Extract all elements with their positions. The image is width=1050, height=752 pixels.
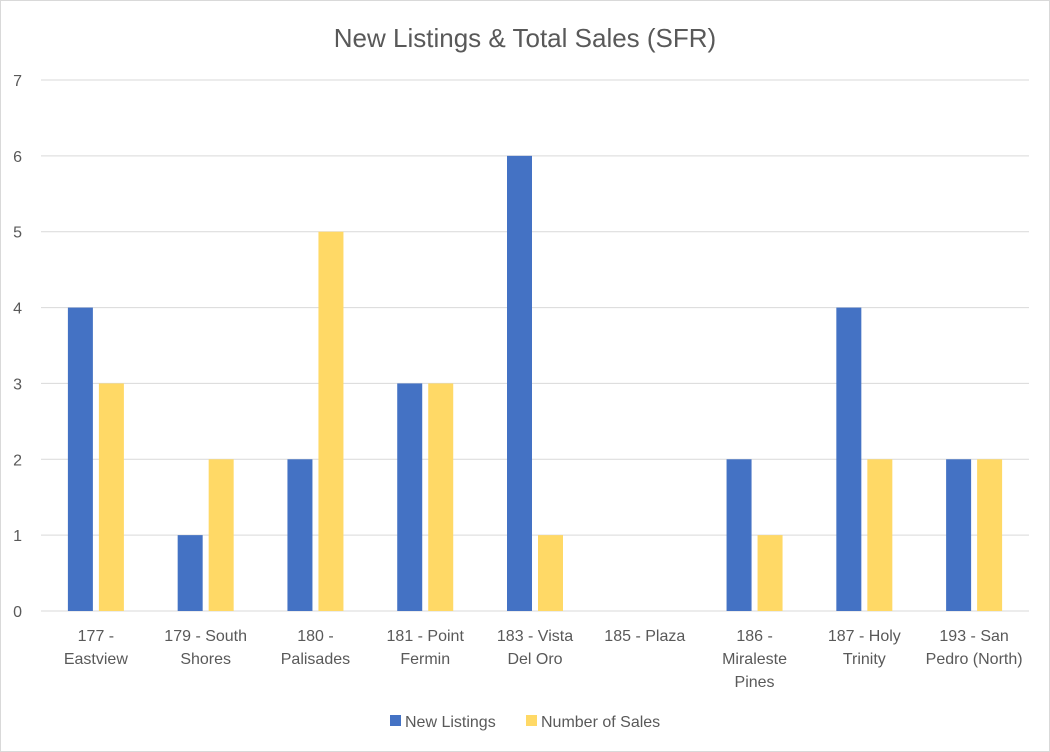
legend: New Listings Number of Sales — [390, 714, 660, 731]
x-tick-label-line: 183 - Vista — [497, 628, 573, 645]
bar-number-of-sales — [318, 231, 344, 611]
x-tick-label: 185 - Plaza — [604, 628, 685, 645]
bar-new-listings — [726, 459, 752, 611]
x-tick-label-line: Pines — [735, 674, 775, 691]
x-tick-label-line: Miraleste — [722, 651, 787, 668]
bar-new-listings — [287, 459, 313, 611]
x-tick-label: 193 - San Pedro (North) — [926, 628, 1023, 668]
x-tick-label-line: 193 - San — [939, 628, 1008, 645]
x-tick-label-line: Palisades — [281, 651, 350, 668]
legend-swatch — [390, 715, 401, 726]
x-tick-label-line: 186 - — [736, 628, 772, 645]
y-tick-label: 2 — [13, 452, 22, 469]
legend-label: Number of Sales — [541, 714, 660, 731]
y-tick-label: 0 — [13, 604, 22, 621]
x-tick-label-line: Del Oro — [507, 651, 562, 668]
bar-new-listings — [67, 307, 93, 611]
bar-number-of-sales — [977, 459, 1003, 611]
y-tick-label: 7 — [13, 73, 22, 90]
x-tick-label-line: Shores — [180, 651, 231, 668]
x-tick-label-line: 181 - Point — [387, 628, 465, 645]
bars — [67, 155, 1003, 611]
x-tick-label-line: 185 - Plaza — [604, 628, 685, 645]
x-tick-label: 177 - Eastview — [64, 628, 128, 668]
x-tick-label-line: 179 - South — [164, 628, 247, 645]
bar-new-listings — [946, 459, 972, 611]
x-tick-label: 179 - South Shores — [164, 628, 247, 668]
bar-new-listings — [836, 307, 862, 611]
y-tick-label: 5 — [13, 225, 22, 242]
gridlines — [41, 79, 1029, 612]
bar-new-listings — [397, 383, 423, 611]
bar-new-listings — [507, 155, 532, 611]
bar-number-of-sales — [757, 535, 783, 611]
x-axis-ticks: 177 - Eastview 179 - South Shores 180 - Palis… — [64, 628, 1023, 691]
bar-number-of-sales — [428, 383, 454, 611]
bar-new-listings — [177, 535, 203, 611]
x-tick-label: 186 - Miraleste Pines — [722, 628, 787, 691]
x-tick-label-line: Trinity — [843, 651, 886, 668]
bar-number-of-sales — [867, 459, 893, 611]
x-tick-label-line: Pedro (North) — [926, 651, 1023, 668]
bar-number-of-sales — [98, 383, 124, 611]
y-tick-label: 1 — [13, 528, 22, 545]
bar-number-of-sales — [538, 535, 563, 611]
x-tick-label: 180 - Palisades — [281, 628, 350, 668]
bar-number-of-sales — [208, 459, 234, 611]
chart-title: New Listings & Total Sales (SFR) — [334, 23, 716, 53]
legend-label: New Listings — [405, 714, 496, 731]
x-tick-label-line: Eastview — [64, 651, 128, 668]
y-tick-label: 4 — [13, 301, 22, 318]
y-tick-label: 3 — [13, 376, 22, 393]
x-tick-label-line: 180 - — [297, 628, 333, 645]
legend-swatch — [526, 715, 537, 726]
x-tick-label: 183 - Vista Del Oro — [497, 628, 573, 668]
y-tick-label: 6 — [13, 149, 22, 166]
x-tick-label-line: 177 - — [78, 628, 114, 645]
x-tick-label: 181 - Point Fermin — [387, 628, 465, 668]
x-tick-label: 187 - Holy Trinity — [828, 628, 901, 668]
x-tick-label-line: 187 - Holy — [828, 628, 901, 645]
x-tick-label-line: Fermin — [400, 651, 450, 668]
y-axis-ticks: 0 1 2 3 4 5 6 7 — [13, 73, 22, 621]
